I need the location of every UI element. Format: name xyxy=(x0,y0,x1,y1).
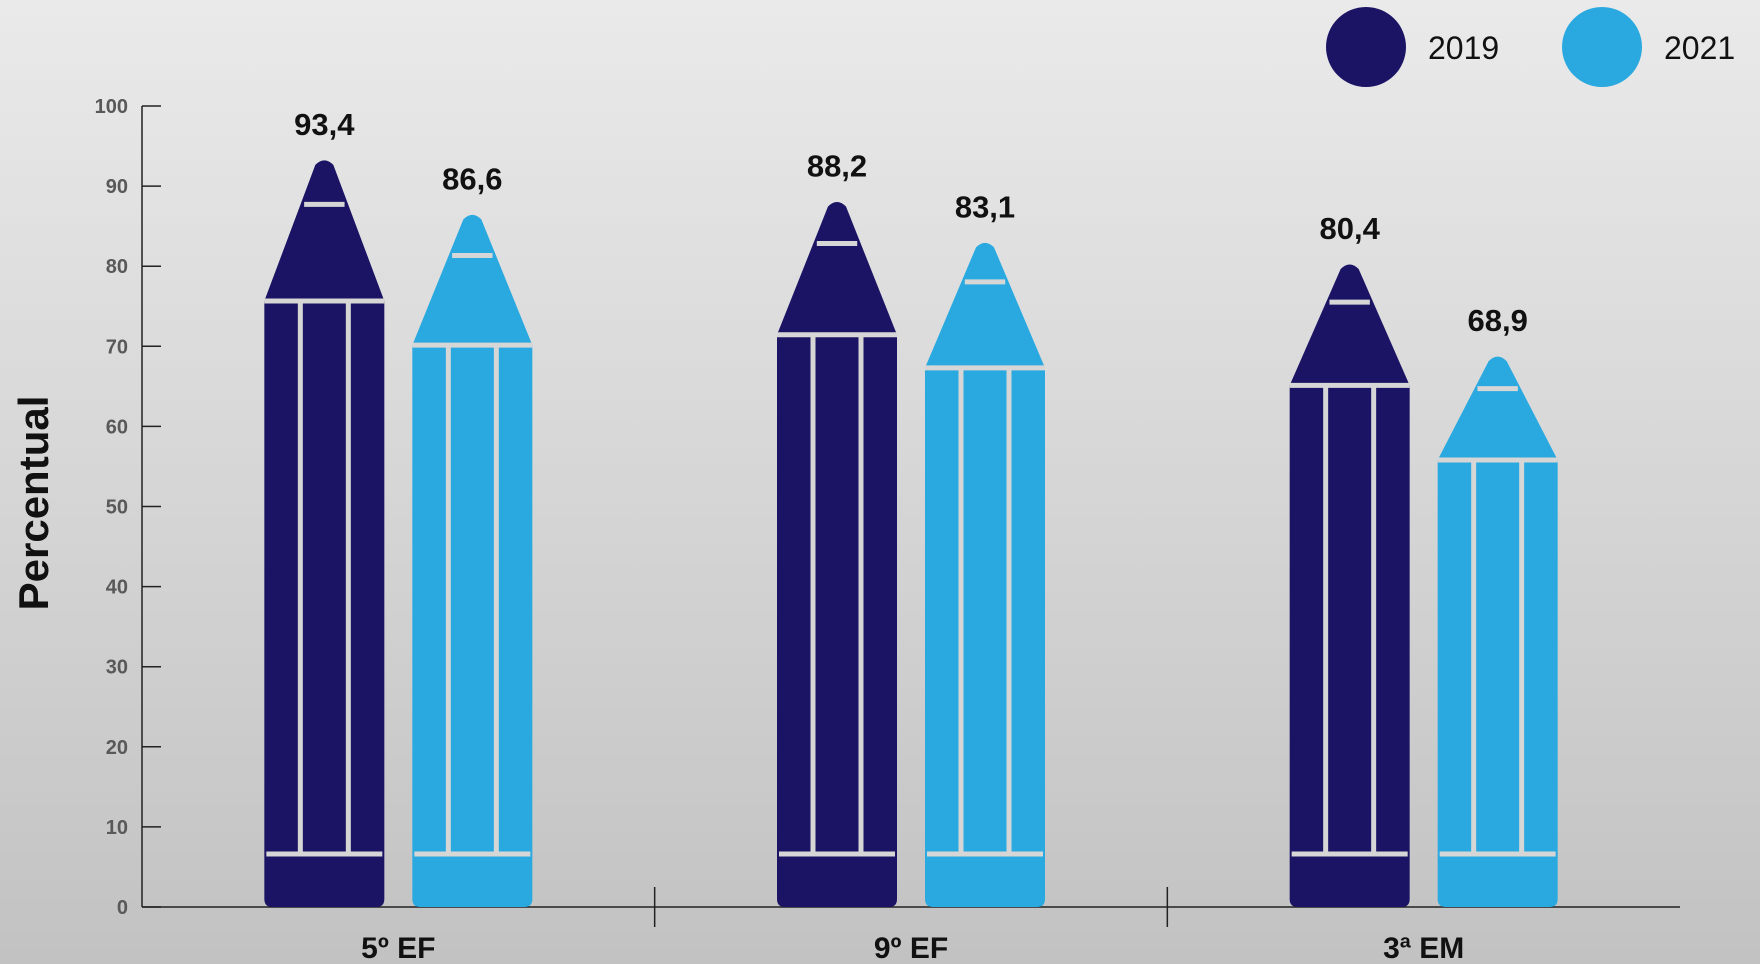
pencil-tip xyxy=(1289,264,1410,386)
y-tick-label: 80 xyxy=(106,256,128,278)
y-tick-label: 30 xyxy=(106,657,128,679)
y-tick-label: 100 xyxy=(95,96,128,118)
pencil-body xyxy=(1289,385,1410,907)
x-axis-ticks: 5º EF 9º EF 3ª EM xyxy=(361,887,1464,964)
pencil-tip xyxy=(264,160,385,302)
legend: 2019 2021 xyxy=(1326,7,1735,87)
legend-swatch xyxy=(1326,7,1406,87)
data-label: 83,1 xyxy=(955,189,1015,224)
y-tick-label: 90 xyxy=(106,176,128,198)
y-tick-label: 0 xyxy=(117,897,128,919)
y-tick-label: 10 xyxy=(106,817,128,839)
data-label: 93,4 xyxy=(294,107,355,142)
legend-label: 2021 xyxy=(1664,30,1735,66)
pencil-body xyxy=(1437,459,1558,907)
data-label: 86,6 xyxy=(442,161,502,196)
y-tick-label: 20 xyxy=(106,737,128,759)
y-tick-label: 40 xyxy=(106,577,128,599)
pencil-bar xyxy=(412,214,533,907)
pencil-bar xyxy=(1289,264,1410,907)
legend-swatch xyxy=(1562,7,1642,87)
x-category-label: 5º EF xyxy=(361,932,435,964)
pencil-tip xyxy=(777,202,897,335)
pencil-bar xyxy=(777,202,897,907)
pencil-body xyxy=(925,367,1045,908)
y-axis-ticks: 0 10 20 30 40 50 60 70 80 90 100 xyxy=(95,96,161,919)
data-label: 80,4 xyxy=(1319,211,1380,246)
y-axis-title: Percentual xyxy=(10,396,57,611)
pencil-tip xyxy=(925,242,1045,368)
legend-label: 2019 xyxy=(1428,30,1499,66)
y-tick-label: 70 xyxy=(106,336,128,358)
data-label: 68,9 xyxy=(1467,303,1527,338)
x-category-label: 3ª EM xyxy=(1383,932,1464,964)
pencil-body xyxy=(264,301,385,907)
y-tick-label: 60 xyxy=(106,416,128,438)
data-label: 88,2 xyxy=(807,149,867,184)
pencil-bar xyxy=(264,160,385,907)
bars: 93,4 88,2 80,4 86,6 83,1 68,9 xyxy=(264,107,1558,908)
pencil-bar xyxy=(1437,356,1558,907)
pencil-body xyxy=(412,345,533,907)
y-tick-label: 50 xyxy=(106,497,128,519)
pencil-bar xyxy=(925,242,1045,908)
pencil-tip xyxy=(1437,356,1558,460)
pencil-tip xyxy=(412,214,533,346)
pencil-body xyxy=(777,334,897,907)
x-category-label: 9º EF xyxy=(874,932,948,964)
